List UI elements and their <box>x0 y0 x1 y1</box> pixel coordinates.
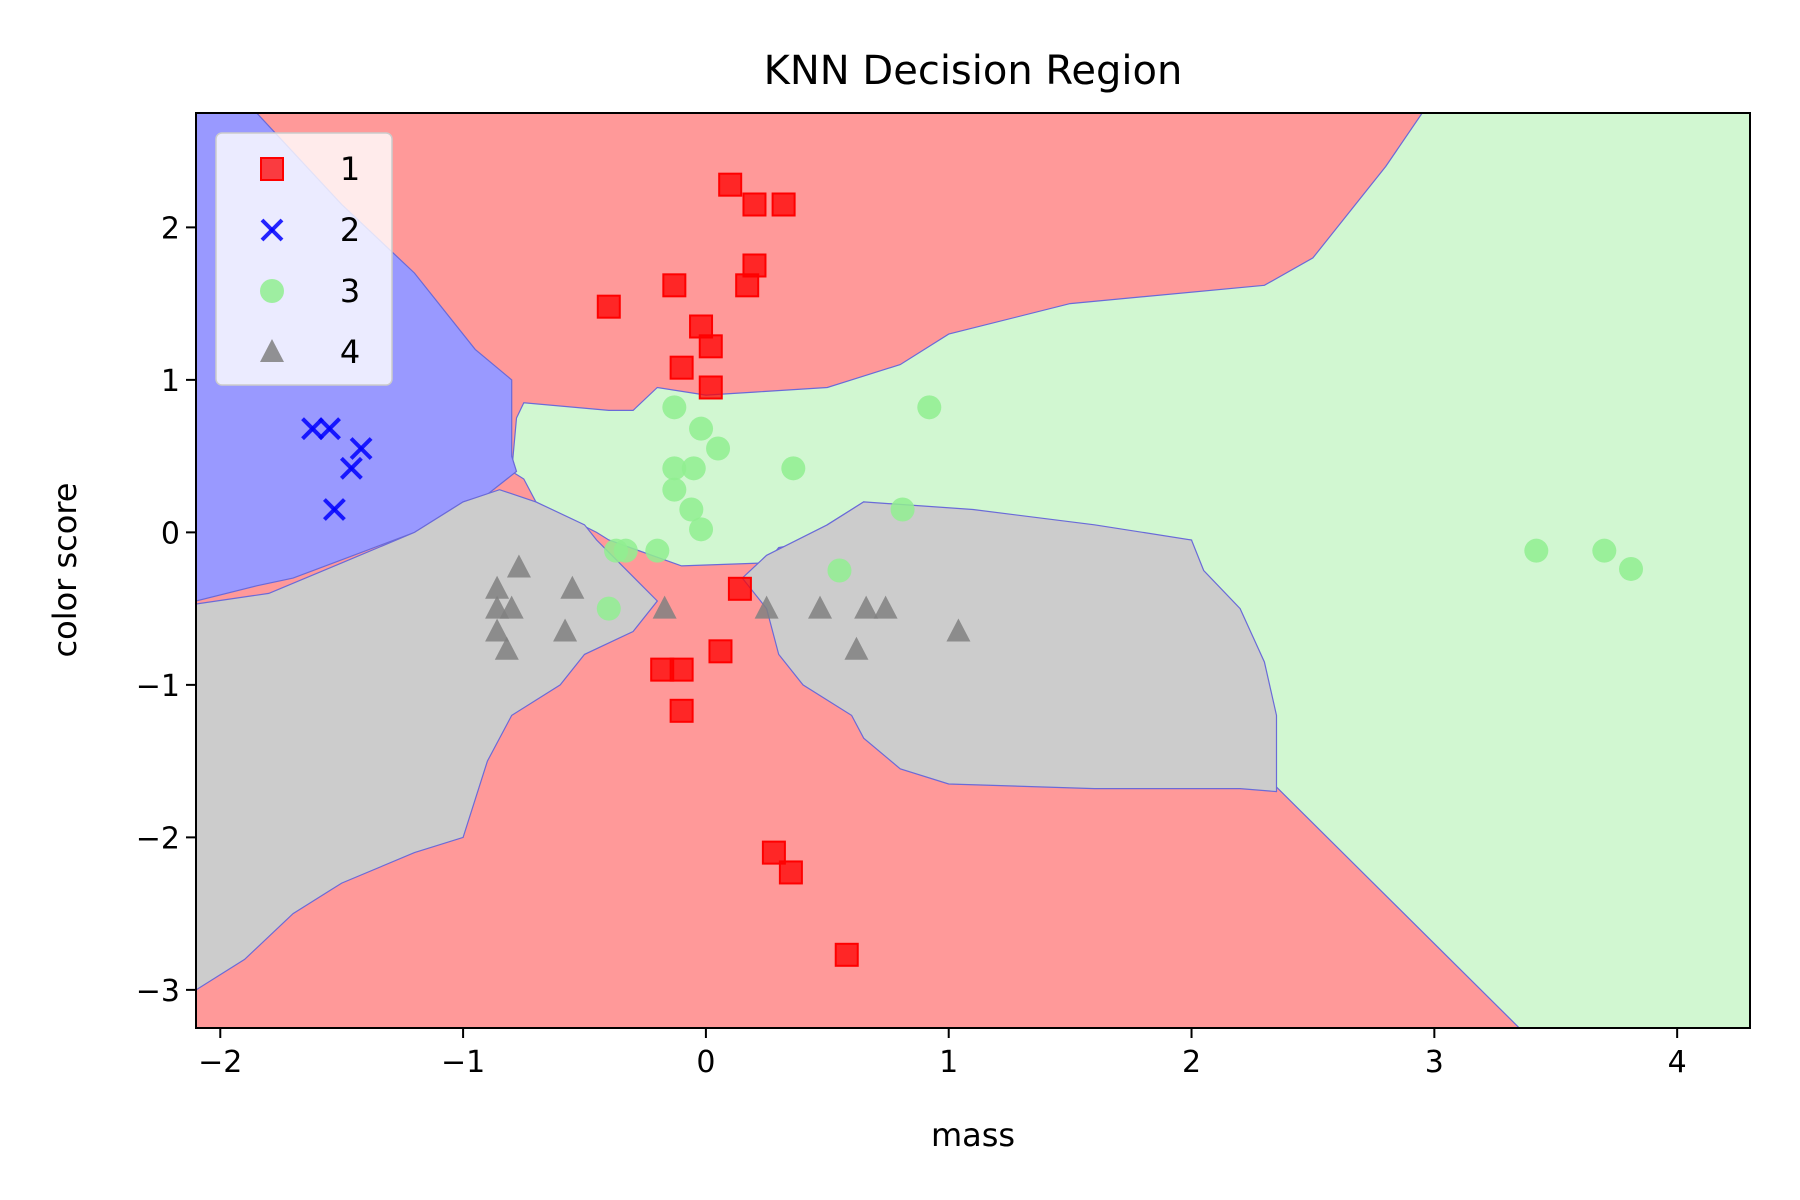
x-tick-label: −2 <box>198 1045 242 1080</box>
point-class-3-4 <box>706 436 731 461</box>
x-axis-label: mass <box>931 1116 1015 1154</box>
legend-marker-class-2-stroke-b <box>260 218 284 242</box>
point-class-3-6 <box>681 456 706 481</box>
point-class-2-4-stroke-b <box>339 456 363 480</box>
point-class-4-13 <box>946 618 971 642</box>
point-class-2-1 <box>301 417 324 441</box>
point-class-4-5 <box>499 595 524 619</box>
y-tick-label: −3 <box>136 974 180 1009</box>
point-class-1-9 <box>698 334 723 359</box>
point-class-2-4 <box>339 456 363 480</box>
point-class-3-7 <box>781 456 806 481</box>
point-class-4-7 <box>754 595 779 619</box>
point-class-1-18 <box>778 860 803 885</box>
point-class-3-14 <box>645 538 670 563</box>
point-class-3-17 <box>1524 538 1549 563</box>
point-class-3-2 <box>917 395 942 420</box>
point-class-4-6 <box>652 595 677 619</box>
point-class-1-11 <box>698 375 723 400</box>
point-class-2-5-stroke-b <box>322 498 346 521</box>
point-class-4-1 <box>506 554 531 578</box>
y-tick-label: −1 <box>136 669 180 704</box>
region-class-4 <box>196 489 659 991</box>
point-class-4-9 <box>854 595 879 619</box>
point-class-4-3 <box>560 575 585 599</box>
point-class-1-3 <box>771 192 796 217</box>
legend-marker-class-4 <box>260 339 284 362</box>
point-class-3-18 <box>1592 538 1617 563</box>
point-class-1-19 <box>834 942 859 967</box>
point-class-2-5 <box>322 498 346 521</box>
point-class-3-16 <box>596 596 621 621</box>
x-axis-ticks: −2 −1 0 1 2 3 4 <box>198 1028 1687 1080</box>
y-axis-label: color score <box>46 483 84 658</box>
legend-label-class-1: 1 <box>340 150 360 188</box>
point-class-3-13 <box>613 538 638 563</box>
x-tick-label: 4 <box>1668 1045 1687 1080</box>
point-class-3-5 <box>662 456 687 481</box>
point-class-4-12 <box>553 618 578 642</box>
point-class-4-8 <box>808 595 833 619</box>
point-class-1-1 <box>718 172 743 197</box>
x-tick-label: 2 <box>1182 1045 1201 1080</box>
point-class-2-3 <box>349 437 373 460</box>
point-class-4-2 <box>485 575 510 599</box>
point-class-1-4 <box>742 253 767 278</box>
legend-marker-class-2 <box>260 218 284 242</box>
point-class-1-6 <box>662 273 687 298</box>
point-class-4-15 <box>844 636 869 660</box>
point-class-2-1-stroke-b <box>301 417 324 441</box>
y-tick-label: −2 <box>136 821 180 856</box>
y-axis-ticks: −3 −2 −1 0 1 2 <box>136 211 196 1009</box>
legend-marker-class-3 <box>260 279 284 303</box>
point-class-4-14 <box>494 636 519 660</box>
point-class-1-13 <box>708 639 733 664</box>
x-tick-label: 3 <box>1425 1045 1444 1080</box>
point-class-1-2 <box>742 192 767 217</box>
point-class-1-10 <box>669 355 694 380</box>
legend-label-class-4: 4 <box>340 333 360 371</box>
point-class-3-10 <box>890 497 915 522</box>
point-class-3-15 <box>827 558 852 583</box>
y-tick-label: 0 <box>161 516 180 551</box>
x-tick-label: 0 <box>696 1045 715 1080</box>
chart-title: KNN Decision Region <box>764 48 1183 94</box>
point-class-2-3-stroke-b <box>349 437 373 460</box>
point-class-4-10 <box>873 595 898 619</box>
point-class-1-5 <box>735 273 760 298</box>
data-points <box>301 172 1644 967</box>
decision-regions <box>196 113 1750 1028</box>
point-class-3-19 <box>1619 556 1644 581</box>
point-class-3-8 <box>662 477 687 502</box>
point-class-1-7 <box>596 294 621 319</box>
region-class-4 <box>741 501 1278 793</box>
x-tick-label: 1 <box>939 1045 958 1080</box>
point-class-1-16 <box>669 698 694 723</box>
point-class-2-2-stroke-b <box>318 417 341 441</box>
point-class-3-3 <box>689 416 714 441</box>
legend: 1 2 3 4 <box>215 132 393 386</box>
plot-frame <box>195 112 1751 1029</box>
point-class-1-8 <box>689 314 714 339</box>
point-class-4-11 <box>485 618 510 642</box>
point-class-1-17 <box>761 840 786 865</box>
point-class-3-1 <box>662 395 687 420</box>
legend-marker-class-1 <box>260 157 284 181</box>
x-tick-label: −1 <box>441 1045 485 1080</box>
y-tick-label: 1 <box>161 364 180 399</box>
point-class-2-2 <box>318 417 341 441</box>
legend-label-class-3: 3 <box>340 272 360 310</box>
legend-box <box>215 132 393 386</box>
point-class-3-11 <box>689 517 714 542</box>
point-class-1-15 <box>669 657 694 682</box>
point-class-3-9 <box>679 497 704 522</box>
point-class-1-12 <box>727 576 752 601</box>
legend-label-class-2: 2 <box>340 211 360 249</box>
y-tick-label: 2 <box>161 211 180 246</box>
